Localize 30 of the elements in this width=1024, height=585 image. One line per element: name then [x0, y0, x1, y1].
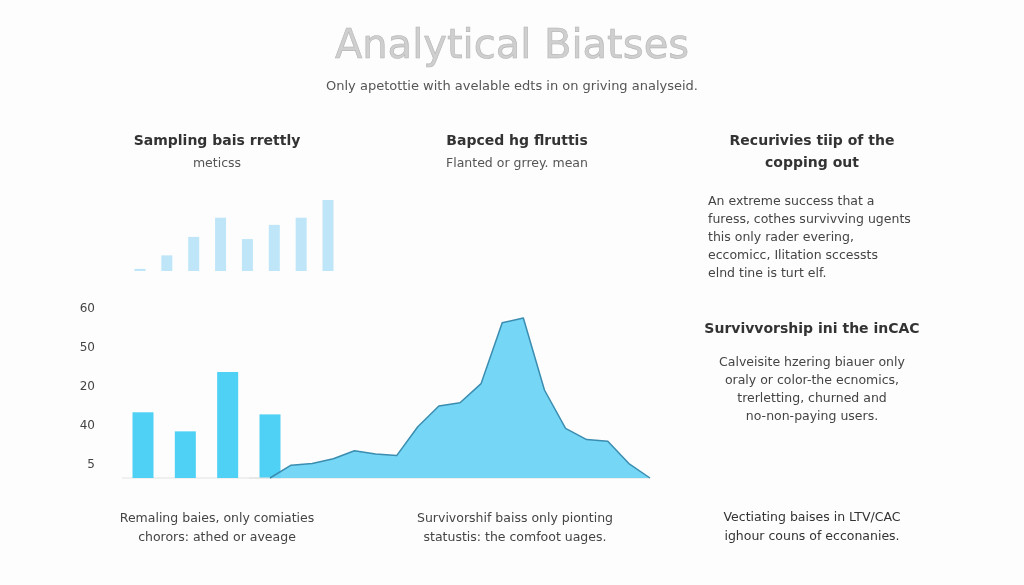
text: Only apetottie with avelable edts in on griving analyseid.	[326, 78, 698, 93]
text: Bapced hg flruttis	[446, 132, 588, 148]
bar	[161, 255, 173, 271]
text: 50	[79, 340, 95, 355]
bar	[215, 217, 227, 271]
text: 60	[79, 301, 95, 316]
bar	[259, 414, 281, 478]
chart-title: Sampling bais rrettly	[133, 132, 301, 148]
text: 40	[79, 418, 95, 433]
bar	[322, 200, 334, 271]
text: An extreme success that a furess, cothes survivving ugents this only rader evering, eccomicc, Ilitation sccessts elnd tine is turt elf.	[708, 193, 911, 280]
text: Survivorshif baiss only pionting statustis: the comfoot uages.	[416, 510, 614, 544]
text: Remaling baies, only comiaties chorors: athed or aveage	[119, 510, 315, 544]
text: Calveisite hzering biauer only oraly or color-the ecnomics, trerletting, churned and no-non-paying users.	[719, 354, 906, 423]
text: 5	[87, 457, 95, 472]
bar	[217, 372, 239, 478]
text: Survivvorship ini the inCAC	[704, 320, 920, 336]
bar	[241, 239, 253, 271]
bar	[174, 431, 196, 478]
bar	[188, 236, 200, 271]
bar	[268, 224, 280, 271]
text: 20	[79, 379, 95, 394]
text: Vectiating baises in LTV/CAC ighour couns of ecconanies.	[723, 509, 901, 543]
chart-subtitle: meticss	[192, 155, 242, 170]
text: Analytical Biatses	[334, 21, 690, 67]
text: Recurivies tiip of the copping out	[729, 132, 895, 170]
text: Flanted or grrey. mean	[446, 155, 588, 170]
bar	[132, 412, 154, 478]
bar	[295, 217, 307, 271]
bar	[134, 268, 146, 271]
